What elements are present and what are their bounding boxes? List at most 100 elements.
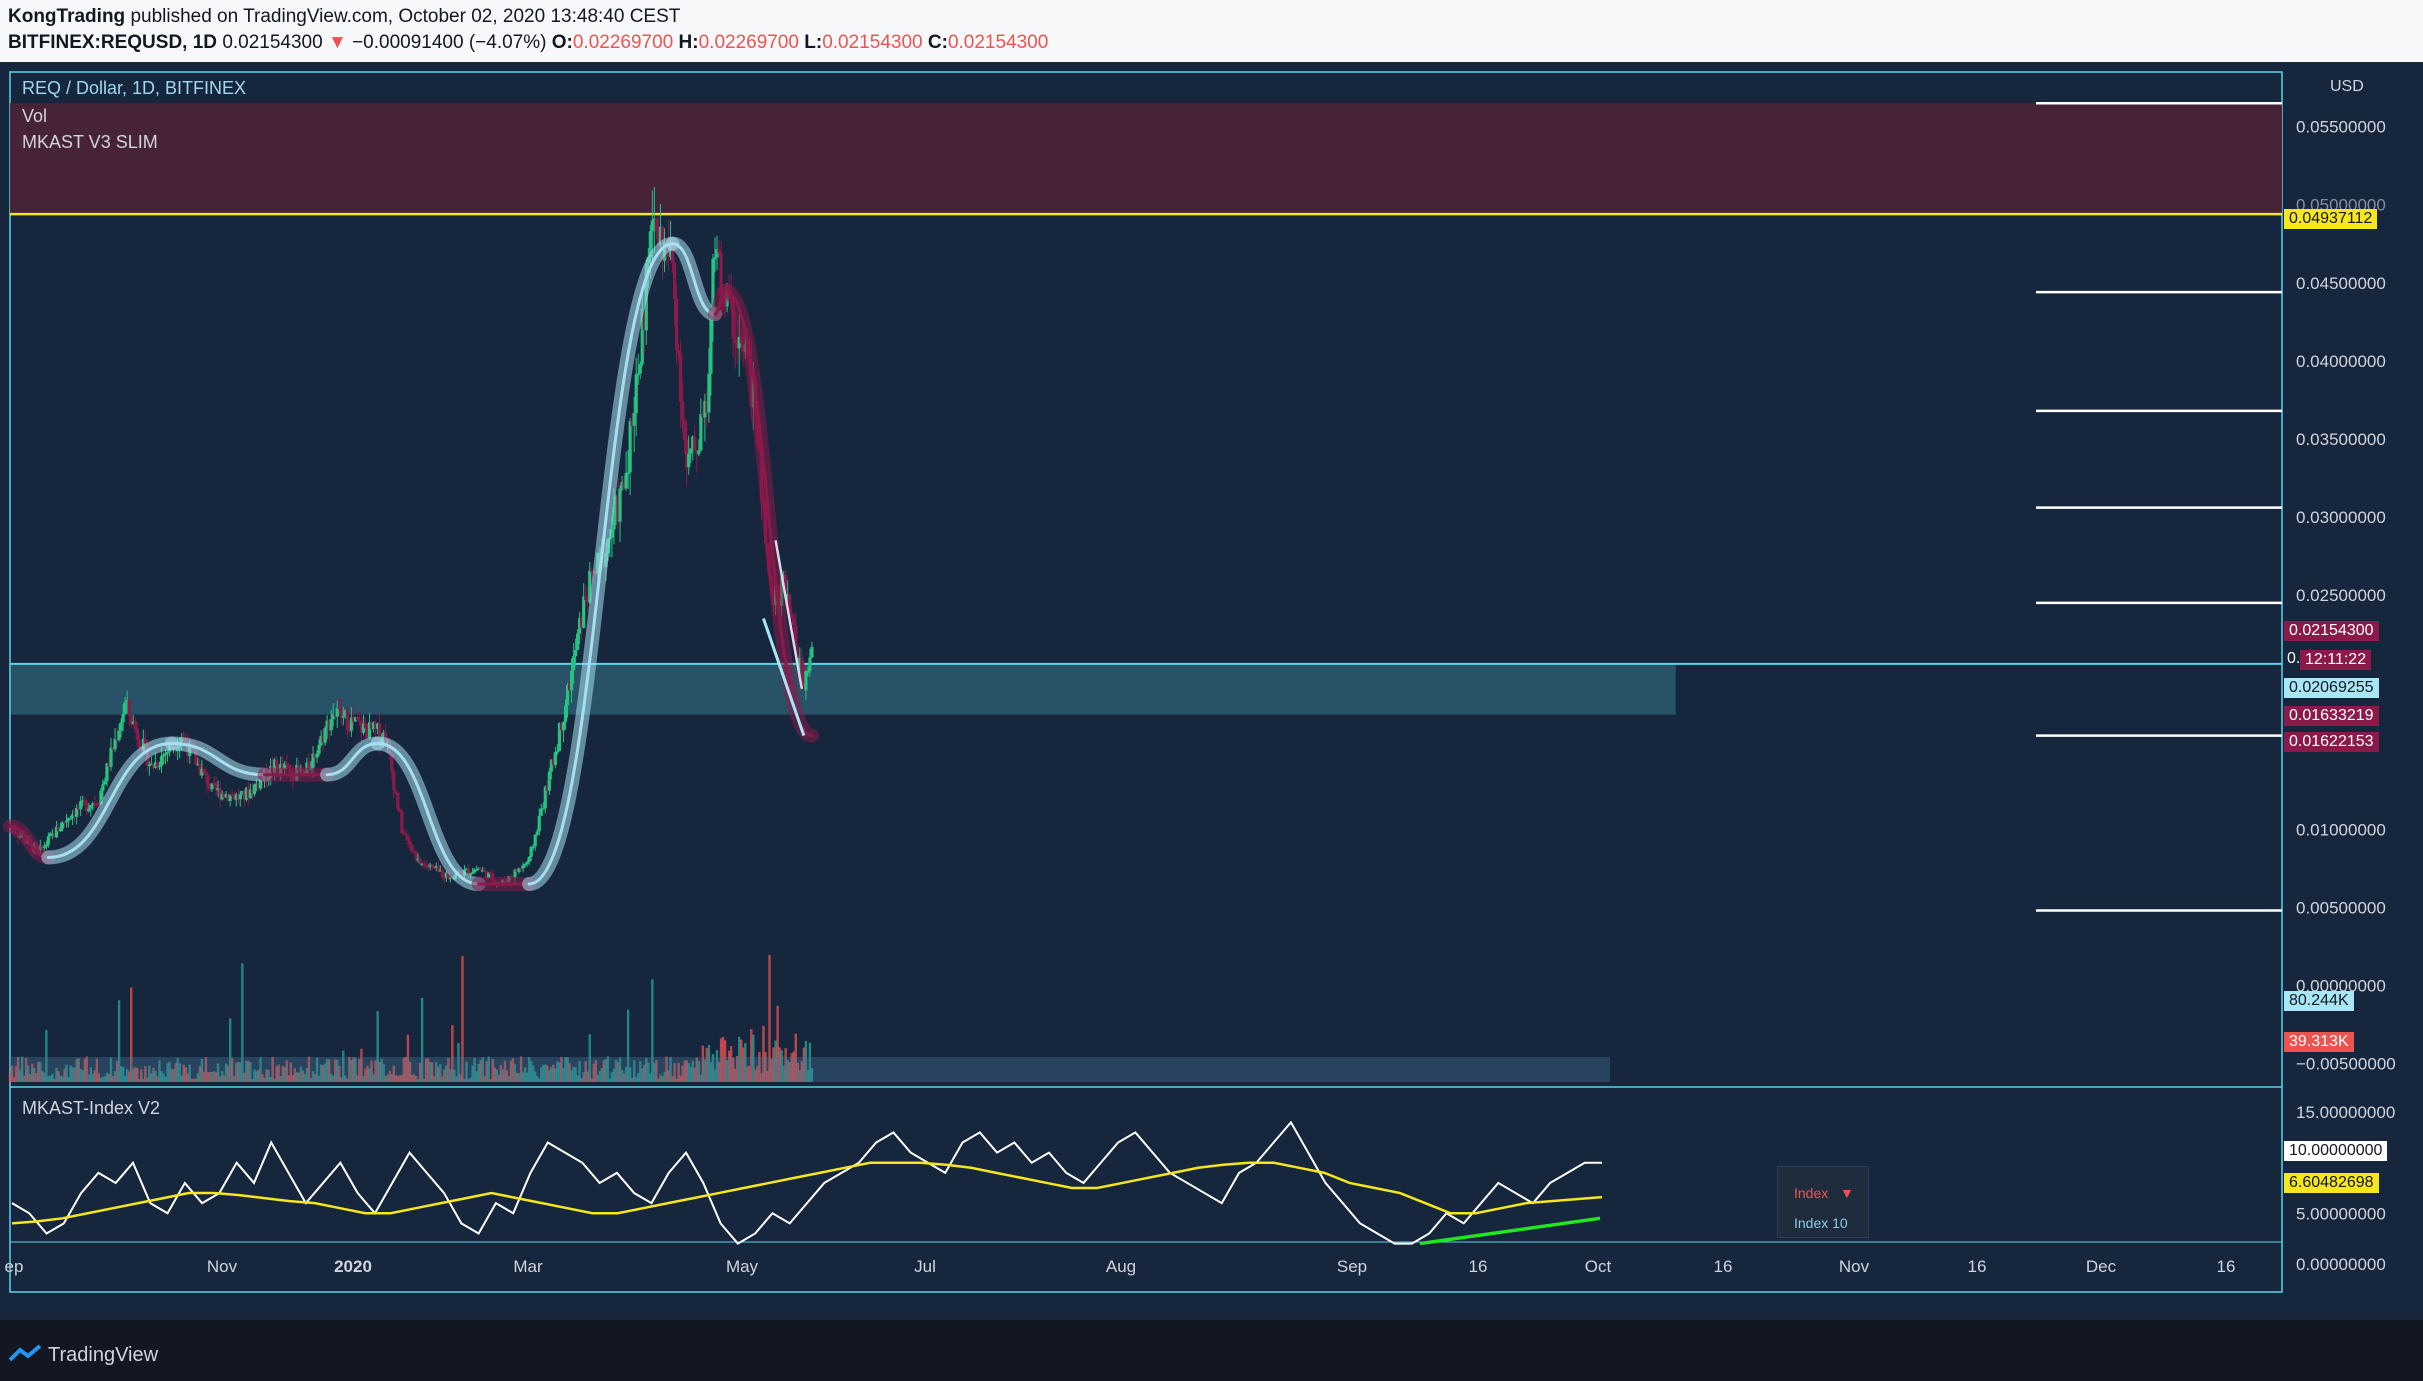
candle-body	[147, 764, 151, 767]
volume-bar	[172, 1069, 175, 1082]
volume-bar	[313, 1074, 317, 1082]
time-axis-label: 2020	[334, 1257, 372, 1276]
volume-bar	[374, 1060, 377, 1082]
volume-bar	[412, 1074, 416, 1082]
volume-bar	[497, 1074, 501, 1082]
volume-bar	[430, 1062, 434, 1082]
candle-body	[638, 364, 642, 374]
volume-bar	[610, 1072, 614, 1082]
candle-body	[464, 868, 469, 871]
chart-area[interactable]: 0.05500000 0.04500000 0.04000000 0.03500000…	[0, 62, 2423, 1352]
candle-body	[117, 730, 121, 741]
volume-bar	[736, 1056, 739, 1082]
volume-bar	[317, 1075, 321, 1082]
volume-bar	[808, 1042, 812, 1082]
candle-body	[402, 833, 406, 835]
volume-bar	[780, 1050, 783, 1082]
volume-bar	[323, 1063, 327, 1082]
index-line	[11, 1120, 1602, 1245]
volume-bar	[200, 1058, 204, 1082]
volume-bar	[16, 1056, 20, 1082]
volume-bar	[693, 1067, 696, 1082]
index-pane-title[interactable]: MKAST-Index V2	[22, 1098, 161, 1118]
candle-body	[137, 738, 141, 748]
volume-bar	[259, 1057, 262, 1082]
index-legend[interactable]: Index ▼ Index 10	[1777, 1166, 1869, 1238]
candle-body	[580, 618, 584, 628]
candle-body	[123, 701, 127, 715]
volume-bar	[93, 1070, 97, 1082]
candle-body	[422, 863, 426, 866]
candle-body	[143, 738, 147, 744]
candle-body	[73, 814, 77, 817]
low-label: L:	[804, 32, 823, 53]
volume-bar	[121, 1067, 125, 1082]
candle-body	[216, 787, 220, 791]
candle-body	[48, 833, 52, 837]
volume-bar	[406, 1034, 410, 1082]
candle-body	[283, 763, 287, 769]
volume-bar	[53, 1078, 56, 1082]
mkast-indicator-label[interactable]: MKAST V3 SLIM	[22, 132, 158, 152]
candle-body	[701, 414, 705, 418]
volume-bar	[188, 1064, 191, 1082]
volume-bar	[592, 1063, 595, 1082]
candle-body	[400, 811, 404, 834]
candle-body	[436, 865, 440, 871]
candle-body	[248, 789, 252, 799]
candle-body	[394, 790, 398, 793]
volume-bar	[222, 1075, 226, 1082]
candle-body	[258, 779, 263, 789]
volume-bar	[220, 1070, 224, 1082]
candle-body	[578, 618, 582, 634]
chart-svg[interactable]: 0.05500000 0.04500000 0.04000000 0.03500000…	[0, 62, 2423, 1320]
volume-bar	[95, 1058, 99, 1082]
volume-bar	[511, 1058, 515, 1082]
volume-bar	[142, 1079, 145, 1082]
volume-bar	[542, 1064, 545, 1082]
candle-body	[481, 870, 485, 872]
volume-bar	[703, 1059, 707, 1082]
footer-brand[interactable]: TradingView	[48, 1344, 159, 1366]
volume-bar	[612, 1068, 616, 1082]
author-name[interactable]: KongTrading	[8, 6, 126, 27]
volume-bar	[679, 1075, 682, 1082]
candle-body	[194, 750, 198, 765]
candle-body	[212, 783, 216, 785]
volume-bar	[380, 1059, 383, 1082]
volume-bar	[626, 1009, 630, 1082]
index-avg-tag: 6.60482698	[2284, 1173, 2379, 1193]
volume-bar	[239, 1062, 242, 1082]
candle-body	[210, 783, 214, 790]
candle-body	[226, 794, 230, 802]
volume-bar	[463, 1078, 466, 1082]
volume-bar	[752, 1034, 755, 1082]
candle-body	[483, 870, 487, 872]
candle-body	[553, 752, 557, 765]
vol-indicator-label[interactable]: Vol	[22, 106, 48, 126]
price-axis-label: 0.04500000	[2296, 274, 2386, 293]
volume-bar	[465, 1061, 468, 1082]
candle-body	[250, 789, 254, 795]
candle-body	[539, 808, 543, 816]
volume-bar	[352, 1057, 355, 1082]
volume-bar	[489, 1079, 492, 1082]
open-value: 0.02269700	[572, 32, 674, 53]
support-trendline	[762, 618, 806, 737]
volume-bar	[285, 1060, 288, 1082]
candle-body	[335, 707, 339, 717]
candle-body	[685, 439, 689, 468]
volume-bar	[45, 1030, 48, 1082]
candle-body	[359, 721, 364, 733]
volume-bar	[166, 1063, 169, 1082]
candle-body	[365, 728, 370, 739]
candle-body	[287, 765, 291, 769]
candle-body	[620, 481, 624, 489]
volume-bar	[699, 1074, 703, 1082]
volume-bar	[416, 1079, 420, 1082]
candle-body	[232, 795, 236, 800]
candle-body	[281, 763, 285, 769]
volume-bar	[772, 1047, 775, 1082]
volume-bar	[241, 963, 244, 1082]
volume-bar	[748, 1066, 751, 1082]
